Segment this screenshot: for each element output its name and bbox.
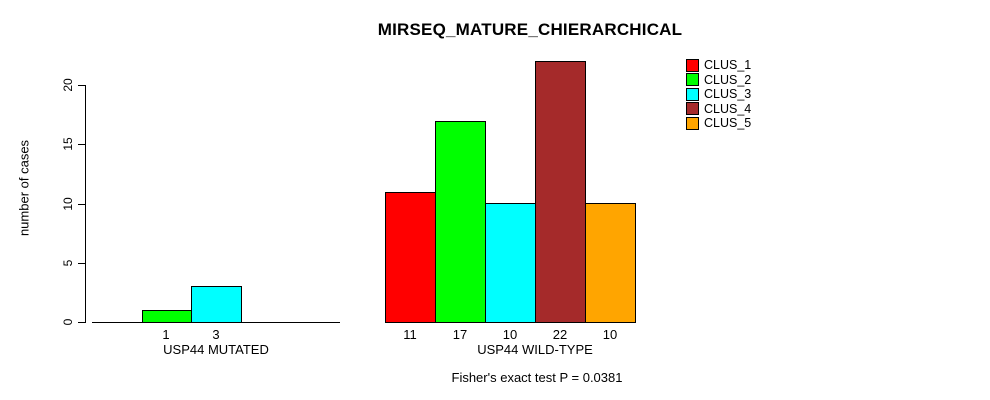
group-label-usp44-wild-type: USP44 WILD-TYPE bbox=[477, 342, 593, 357]
y-axis-line bbox=[85, 85, 86, 323]
legend-swatch-icon bbox=[686, 73, 699, 87]
bar-value-label: 22 bbox=[552, 327, 568, 342]
y-tick bbox=[78, 144, 85, 145]
y-tick-label: 0 bbox=[61, 318, 75, 326]
legend: CLUS_1 CLUS_2 CLUS_3 CLUS_4 CLUS_5 bbox=[686, 58, 751, 131]
chart-title: MIRSEQ_MATURE_CHIERARCHICAL bbox=[377, 20, 683, 39]
legend-swatch-icon bbox=[686, 116, 699, 130]
y-axis-label: number of cases bbox=[16, 139, 32, 237]
legend-item-clus-4: CLUS_4 bbox=[686, 102, 751, 117]
legend-item-clus-1: CLUS_1 bbox=[686, 58, 751, 73]
legend-swatch-icon bbox=[686, 87, 699, 101]
legend-swatch-icon bbox=[686, 58, 699, 72]
bar-usp44-mutated-clus-2 bbox=[142, 310, 193, 323]
bar-value-label: 10 bbox=[502, 327, 518, 342]
legend-item-clus-5: CLUS_5 bbox=[686, 116, 751, 131]
y-tick bbox=[78, 322, 85, 323]
y-tick bbox=[78, 204, 85, 205]
legend-label: CLUS_4 bbox=[704, 101, 752, 116]
y-tick-label: 5 bbox=[61, 259, 75, 267]
legend-label: CLUS_2 bbox=[704, 72, 752, 87]
legend-label: CLUS_1 bbox=[704, 58, 752, 73]
bar-usp44-wild-type-clus-5 bbox=[585, 203, 636, 323]
group-label-usp44-mutated: USP44 MUTATED bbox=[163, 342, 269, 357]
bar-usp44-mutated-clus-3 bbox=[191, 286, 242, 323]
legend-label: CLUS_3 bbox=[704, 87, 752, 102]
legend-label: CLUS_5 bbox=[704, 116, 752, 131]
y-tick-label: 20 bbox=[61, 78, 75, 92]
y-tick bbox=[78, 263, 85, 264]
bar-usp44-wild-type-clus-4 bbox=[535, 61, 586, 323]
bar-value-label: 11 bbox=[403, 327, 417, 342]
fisher-test-annotation: Fisher's exact test P = 0.0381 bbox=[451, 370, 623, 385]
bar-value-label: 10 bbox=[602, 327, 618, 342]
legend-swatch-icon bbox=[686, 102, 699, 116]
bar-value-label: 17 bbox=[452, 327, 468, 342]
y-tick-label: 15 bbox=[61, 137, 75, 151]
bar-usp44-wild-type-clus-1 bbox=[385, 192, 436, 323]
legend-item-clus-3: CLUS_3 bbox=[686, 87, 751, 102]
bar-value-label: 1 bbox=[162, 327, 170, 342]
bar-value-label: 3 bbox=[212, 327, 220, 342]
bar-usp44-wild-type-clus-3 bbox=[485, 203, 536, 323]
legend-item-clus-2: CLUS_2 bbox=[686, 73, 751, 88]
bar-usp44-wild-type-clus-2 bbox=[435, 121, 486, 323]
y-tick bbox=[78, 85, 85, 86]
y-tick-label: 10 bbox=[61, 197, 75, 211]
